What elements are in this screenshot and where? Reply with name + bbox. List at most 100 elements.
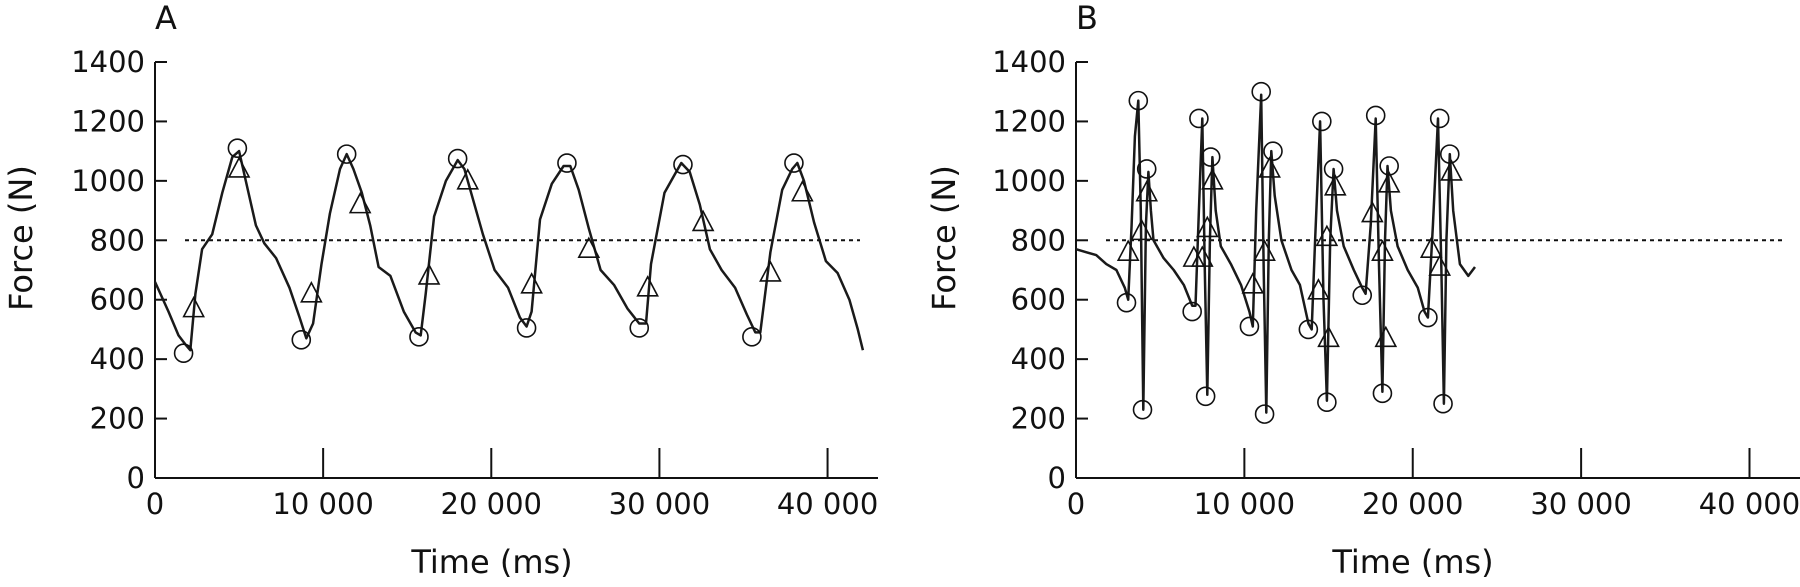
circle-marker [1365,105,1386,126]
x-tick-label: 40 000 [1699,487,1800,521]
triangle-marker [1377,171,1401,193]
triangle-marker [1241,272,1265,294]
triangle-marker [759,260,782,282]
x-tick-label: 0 [1067,487,1085,521]
circle-marker [1298,319,1319,340]
circle-marker [1312,111,1332,132]
circle-marker [1433,393,1453,414]
circle-marker [673,154,693,175]
triangle-marker [182,295,205,318]
y-tick-label: 1000 [992,164,1066,198]
circle-marker [336,144,357,164]
circle-marker [173,343,194,364]
x-tick-label: 10 000 [1194,487,1295,521]
circle-marker [291,330,312,350]
y-tick-label: 1400 [992,45,1066,79]
x-tick-label: 30 000 [1530,487,1631,521]
chart-panel-a: A 0 200 400 600 800 1000 1200 1400 0 10 000 20 000… [2,0,878,581]
circle-marker [784,153,804,173]
panel-label-a: A [155,0,177,37]
x-tick-label: 10 000 [272,487,373,521]
triangle-marker [636,275,659,297]
circle-marker [1239,316,1260,337]
y-tick-label: 0 [1048,461,1066,495]
panel-label-b: B [1076,0,1098,37]
y-tick-label: 800 [1011,223,1066,257]
circle-marker [1132,399,1153,420]
circle-marker [1195,386,1216,407]
circle-marker [1200,147,1221,167]
triangle-marker [417,263,441,285]
y-tick-label: 400 [1011,342,1066,376]
x-axis-title-a: Time (ms) [410,543,572,581]
y-tick-label: 800 [90,223,145,257]
x-tick-label: 40 000 [777,487,878,521]
x-axis-title-b: Time (ms) [1331,543,1493,581]
circle-marker [1116,292,1137,313]
x-tick-label: 30 000 [609,487,710,521]
y-tick-label: 600 [1011,283,1066,317]
circle-marker [1251,81,1272,102]
triangle-marker [1253,239,1276,261]
circle-marker [742,327,762,347]
y-tick-label: 1400 [71,45,145,79]
triangle-marker [300,281,323,303]
triangle-marker [227,156,251,178]
x-tick-label: 20 000 [441,487,542,521]
x-tick-label: 20 000 [1362,487,1463,521]
circle-marker [1379,156,1399,176]
triangle-marker [1323,174,1347,196]
triangle-marker [1130,218,1153,241]
triangle-marker [520,272,543,294]
triangle-marker [1361,200,1384,223]
triangle-marker [456,168,480,190]
y-tick-label: 200 [1011,402,1066,436]
circle-marker [1372,383,1393,404]
triangle-marker [1374,325,1398,348]
triangle-marker [1135,180,1159,202]
triangle-marker [1419,236,1443,259]
circle-marker [447,148,468,169]
triangle-marker [1196,215,1219,238]
triangle-marker [348,191,372,214]
circle-marker [557,153,577,173]
force-trace-line [1075,93,1476,414]
circle-marker [409,327,429,347]
triangle-marker [1116,239,1140,261]
y-tick-label: 0 [127,461,145,495]
y-tick-label: 400 [90,342,145,376]
y-tick-label: 1200 [992,104,1066,138]
triangle-marker [1190,245,1214,267]
y-tick-label: 1000 [71,164,145,198]
force-trace-line [153,149,865,352]
y-tick-label: 200 [90,402,145,436]
triangle-marker [577,236,601,259]
circle-marker [1128,90,1149,111]
circle-marker [227,138,248,158]
triangle-marker [1440,159,1463,181]
y-tick-label: 600 [90,283,145,317]
circle-marker [1418,307,1438,328]
triangle-marker [1428,254,1452,276]
circle-marker [1263,141,1283,161]
circle-marker [1136,159,1157,179]
triangle-marker [1317,325,1340,348]
circle-marker [629,318,650,338]
triangle-marker [691,209,715,232]
triangle-marker [1371,239,1394,261]
y-tick-label: 1200 [71,104,145,138]
circle-marker [1429,108,1450,129]
triangle-marker [1258,156,1281,178]
triangle-marker [1315,224,1339,247]
y-axis-title-a: Force (N) [2,165,40,311]
triangle-marker [1307,278,1330,300]
chart-panel-b: B 0 200 400 600 800 1000 1200 1400 0 10 000 20 000… [925,0,1800,581]
circle-marker [1182,301,1202,322]
circle-marker [1317,392,1337,413]
triangle-marker [791,180,814,202]
y-axis-title-b: Force (N) [925,165,963,311]
triangle-marker [1201,168,1224,190]
x-tick-label: 0 [146,487,164,521]
circle-marker [1189,108,1209,129]
